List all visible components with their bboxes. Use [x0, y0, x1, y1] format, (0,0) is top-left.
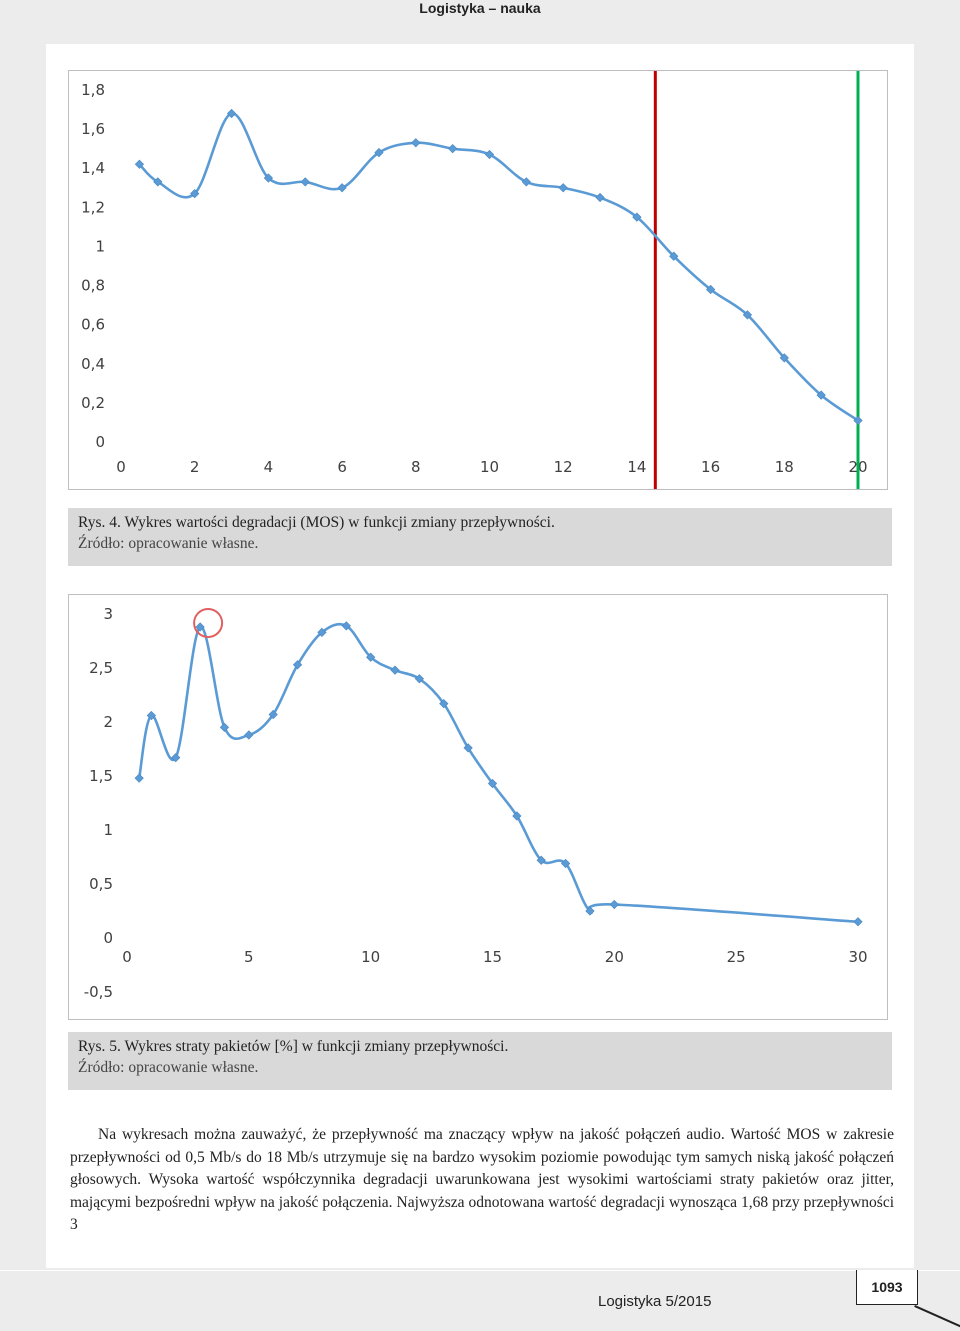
data-point	[244, 730, 254, 740]
y-tick-label: 0	[103, 929, 113, 947]
y-tick-label: 1,4	[81, 159, 105, 177]
series-line	[137, 622, 859, 924]
x-tick-label: 15	[483, 948, 502, 966]
y-tick-label: 3	[103, 605, 113, 623]
chart-packet-loss-svg: -0,500,511,522,530 5 10 15 20 25 30	[84, 605, 868, 1001]
y-tick-label: 0,6	[81, 316, 105, 334]
data-point	[853, 415, 863, 426]
data-point	[374, 147, 384, 158]
y-tick-label: 0,5	[89, 875, 113, 893]
data-point	[521, 177, 531, 187]
data-point	[484, 149, 495, 160]
data-point	[226, 108, 237, 119]
data-point	[337, 183, 347, 193]
data-point	[463, 743, 473, 753]
data-point	[390, 665, 400, 675]
data-point	[585, 906, 595, 916]
data-point	[366, 652, 376, 662]
series-line	[138, 112, 859, 422]
y-tick-label: 1	[95, 237, 105, 255]
data-point	[705, 284, 716, 295]
y-tick-label: 2,5	[89, 659, 113, 677]
x-tick-label: 18	[775, 458, 794, 476]
footer-journal: Logistyka 5/2015	[598, 1293, 712, 1310]
data-point	[292, 660, 303, 670]
data-point	[560, 858, 571, 869]
figure4-source: Źródło: opracowanie własne.	[78, 535, 259, 552]
y-tick-label: 0,8	[81, 277, 105, 295]
data-point	[853, 917, 863, 927]
data-point	[487, 778, 498, 789]
x-tick-label: 0	[122, 948, 132, 966]
x-tick-label: 2	[190, 458, 200, 476]
x-tick-label: 8	[411, 458, 421, 476]
data-point	[816, 390, 826, 400]
x-tick-label: 0	[116, 458, 126, 476]
x-tick-label: 25	[727, 948, 746, 966]
data-point	[558, 183, 568, 193]
data-point	[779, 353, 789, 363]
data-point	[609, 899, 619, 910]
data-point	[632, 212, 642, 222]
x-tick-label: 30	[848, 948, 867, 966]
x-tick-label: 5	[244, 948, 254, 966]
data-point	[219, 722, 230, 733]
x-tick-label: 16	[701, 458, 720, 476]
y-tick-label: 1,5	[89, 767, 113, 785]
data-point	[341, 621, 351, 631]
y-tick-label: 1,8	[81, 81, 105, 99]
figure4-caption: Rys. 4. Wykres wartości degradacji (MOS)…	[78, 514, 555, 531]
data-point	[153, 177, 163, 187]
figure5-source: Źródło: opracowanie własne.	[78, 1059, 259, 1076]
figure5-caption-box: Rys. 5. Wykres straty pakietów [%] w fun…	[68, 1032, 892, 1090]
x-tick-label: 14	[627, 458, 646, 476]
chart-mos-degradation: 0 0,2 0,4 0,6 0,8 1 1,2 1,4 1,6 1,8 0 2 4 6 8 10 12 14 16 1…	[68, 70, 888, 490]
x-tick-label: 10	[361, 948, 380, 966]
y-tick-label: 1,6	[81, 120, 105, 138]
chart-packet-loss: -0,5 0 0,5 1 1,5 2 2,5 3 0 5 10 15 20 25 30	[68, 594, 888, 1020]
x-tick-label: 6	[337, 458, 347, 476]
y-tick-label: 1	[103, 821, 113, 839]
data-point	[439, 699, 449, 709]
data-point	[536, 855, 546, 865]
data-point	[669, 251, 679, 261]
running-header: Logistyka – nauka	[419, 0, 541, 16]
corner-decoration	[914, 1305, 960, 1331]
data-point	[268, 709, 278, 720]
y-tick-label: 0	[95, 433, 105, 451]
highlight-circle	[193, 607, 224, 638]
page-number-box: 1093	[856, 1270, 918, 1305]
data-point	[134, 159, 145, 169]
data-point	[134, 773, 144, 783]
data-point	[195, 622, 205, 632]
data-point	[742, 310, 753, 320]
data-point	[146, 710, 156, 721]
chart-mos-svg: 0 0,2 0,4 0,6 0,8 1 1,2 1,4 1,6 1,8 0 2 4 6 8 10 12 14 16 1…	[81, 71, 868, 489]
data-point	[300, 177, 310, 187]
data-point	[190, 189, 200, 199]
data-point	[512, 811, 522, 821]
data-point	[317, 627, 327, 637]
data-point	[411, 138, 421, 148]
y-tick-label: 0,4	[81, 355, 105, 373]
x-tick-label: 12	[554, 458, 573, 476]
figure5-caption: Rys. 5. Wykres straty pakietów [%] w fun…	[78, 1038, 509, 1055]
data-point	[448, 144, 458, 154]
data-point	[595, 192, 605, 203]
data-point	[414, 674, 425, 684]
footer-rule	[0, 1270, 960, 1271]
body-paragraph: Na wykresach można zauważyć, że przepływ…	[70, 1126, 894, 1233]
y-tick-label: 1,2	[81, 198, 105, 216]
x-tick-label: 10	[480, 458, 499, 476]
x-tick-label: 4	[264, 458, 274, 476]
data-point	[263, 173, 274, 183]
y-tick-label: -0,5	[84, 983, 113, 1001]
y-tick-label: 2	[103, 713, 113, 731]
body-text: Na wykresach można zauważyć, że przepływ…	[70, 1124, 894, 1237]
x-tick-label: 20	[605, 948, 624, 966]
data-point	[171, 753, 181, 763]
figure4-caption-box: Rys. 4. Wykres wartości degradacji (MOS)…	[68, 508, 892, 566]
y-tick-label: 0,2	[81, 394, 105, 412]
page-number: 1093	[871, 1279, 903, 1295]
